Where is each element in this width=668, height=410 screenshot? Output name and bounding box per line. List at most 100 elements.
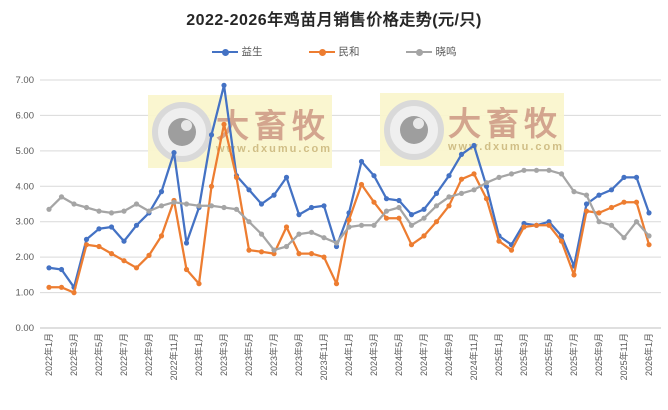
data-point bbox=[196, 203, 202, 209]
data-point bbox=[133, 222, 140, 228]
data-point bbox=[546, 167, 552, 173]
data-point bbox=[296, 231, 302, 237]
data-point bbox=[471, 187, 477, 193]
data-point bbox=[458, 190, 465, 196]
data-point bbox=[283, 243, 290, 250]
data-point bbox=[283, 174, 290, 180]
data-point bbox=[246, 187, 252, 193]
x-tick-label: 2025年7月 bbox=[568, 333, 579, 376]
data-point bbox=[396, 204, 402, 211]
data-point bbox=[408, 222, 415, 228]
data-point bbox=[208, 132, 215, 138]
data-point bbox=[158, 203, 165, 209]
data-point bbox=[396, 197, 402, 204]
data-point bbox=[171, 150, 177, 156]
legend-item-minhe: 民和 bbox=[308, 44, 360, 59]
x-tick-label: 2022年1月 bbox=[43, 333, 54, 376]
data-point bbox=[483, 183, 490, 189]
data-point bbox=[583, 208, 590, 214]
data-point bbox=[558, 233, 565, 239]
watermark-brand-text: 大畜牧 bbox=[448, 106, 562, 142]
data-point bbox=[596, 210, 602, 216]
data-point bbox=[121, 258, 127, 264]
watermark-left: 大畜牧 www.dxumu.com bbox=[148, 95, 332, 168]
data-point bbox=[258, 249, 265, 255]
data-point bbox=[246, 219, 252, 225]
data-point bbox=[483, 180, 490, 186]
data-point bbox=[183, 266, 190, 273]
x-tick-label: 2023年7月 bbox=[268, 333, 279, 376]
data-point bbox=[358, 222, 365, 228]
data-point bbox=[108, 251, 115, 257]
line-marker-icon bbox=[308, 48, 335, 56]
data-point bbox=[183, 240, 190, 246]
data-point bbox=[633, 219, 640, 225]
x-tick-label: 2025年11月 bbox=[618, 333, 629, 380]
y-tick-label: 7.00 bbox=[16, 75, 35, 86]
data-point bbox=[521, 224, 527, 230]
data-point bbox=[458, 151, 465, 157]
data-point bbox=[271, 192, 277, 198]
y-tick-label: 3.00 bbox=[16, 217, 35, 228]
data-point bbox=[246, 247, 252, 253]
data-point bbox=[296, 251, 302, 257]
data-point bbox=[483, 196, 490, 202]
data-point bbox=[221, 204, 227, 211]
x-tick-label: 2024年1月 bbox=[343, 333, 354, 376]
watermark-right: 大畜牧 www.dxumu.com bbox=[380, 93, 564, 166]
y-tick-label: 5.00 bbox=[16, 146, 35, 157]
x-tick-label: 2023年5月 bbox=[243, 333, 254, 376]
line-marker-icon bbox=[211, 48, 238, 56]
series-minhe bbox=[46, 121, 652, 296]
data-point bbox=[446, 173, 452, 179]
data-point bbox=[596, 219, 602, 225]
data-point bbox=[408, 242, 415, 248]
series-xiaoming bbox=[46, 167, 652, 253]
data-point bbox=[158, 233, 165, 239]
x-tick-label: 2022年11月 bbox=[168, 333, 179, 380]
data-point bbox=[646, 233, 652, 239]
data-point bbox=[308, 229, 315, 235]
data-point bbox=[446, 203, 452, 209]
x-tick-label: 2024年5月 bbox=[393, 333, 404, 376]
data-point bbox=[233, 174, 240, 180]
data-point bbox=[271, 247, 277, 253]
y-tick-label: 1.00 bbox=[16, 288, 35, 299]
data-point bbox=[383, 196, 390, 202]
data-point bbox=[421, 215, 427, 221]
data-point bbox=[558, 238, 565, 244]
data-point bbox=[471, 142, 477, 149]
data-point bbox=[508, 171, 515, 177]
data-point bbox=[133, 265, 140, 271]
data-point bbox=[633, 174, 640, 180]
data-point bbox=[646, 210, 652, 216]
data-point bbox=[446, 194, 452, 200]
data-point bbox=[583, 192, 590, 198]
data-point bbox=[571, 272, 577, 278]
data-point bbox=[233, 206, 240, 212]
x-tick-label: 2025年3月 bbox=[518, 333, 529, 376]
data-point bbox=[83, 236, 90, 242]
legend-item-yisheng: 益生 bbox=[211, 44, 263, 59]
x-tick-label: 2022年3月 bbox=[68, 333, 79, 376]
data-point bbox=[96, 208, 102, 214]
data-point bbox=[321, 235, 327, 241]
data-point bbox=[533, 167, 540, 173]
data-point bbox=[458, 176, 465, 182]
data-point bbox=[321, 254, 327, 260]
data-point bbox=[383, 208, 390, 214]
data-point bbox=[196, 281, 202, 287]
legend-label: 益生 bbox=[241, 46, 263, 58]
data-point bbox=[358, 181, 365, 188]
data-point bbox=[46, 206, 52, 212]
data-point bbox=[433, 203, 440, 209]
data-point bbox=[508, 247, 515, 253]
data-point bbox=[583, 201, 590, 207]
data-point bbox=[396, 215, 402, 221]
data-point bbox=[633, 199, 640, 205]
y-tick-label: 0.00 bbox=[16, 323, 35, 334]
data-point bbox=[58, 266, 65, 273]
eye-logo-icon bbox=[384, 99, 444, 160]
